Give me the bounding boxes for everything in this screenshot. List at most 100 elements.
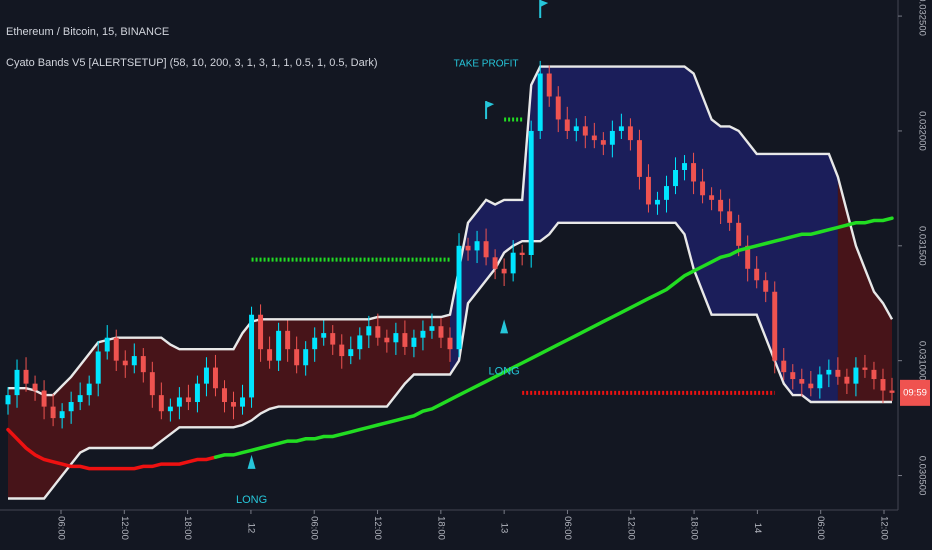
candle [438, 318, 444, 349]
candle-body [104, 337, 110, 352]
candle [447, 327, 453, 362]
candle-body [736, 222, 742, 246]
candle [862, 354, 868, 378]
candle-body [754, 268, 760, 281]
price-tick-label: 0.032000 [916, 111, 927, 151]
candle-body [537, 73, 543, 131]
candle [871, 361, 877, 390]
candle [808, 371, 814, 397]
candle-body [483, 241, 489, 258]
candle [645, 164, 651, 213]
candle-body [745, 245, 751, 269]
candle-body [627, 126, 633, 141]
candle [835, 357, 841, 385]
time-tick-label: 18:00 [435, 516, 446, 540]
candle-body [411, 337, 417, 347]
candle [636, 129, 642, 190]
candle [609, 120, 615, 158]
candle [817, 366, 823, 399]
price-tick-label: 0.031500 [916, 226, 927, 266]
candle [627, 118, 633, 151]
candle-body [32, 383, 38, 391]
candle-body [853, 367, 859, 384]
candle-body [95, 351, 101, 384]
candle [258, 304, 264, 362]
candle [366, 315, 372, 349]
candle-body [122, 360, 128, 366]
candle-body [763, 280, 769, 292]
candle-body [501, 268, 507, 274]
long-arrow-icon [247, 454, 256, 469]
candle [167, 398, 173, 422]
candle-body [23, 369, 29, 384]
candle [194, 375, 200, 413]
candle-body [718, 199, 724, 212]
candle [673, 157, 678, 195]
candle-body [781, 360, 787, 373]
current-price-badge [900, 379, 930, 406]
candle [600, 132, 606, 156]
band-fill-bull [450, 66, 838, 402]
candle [158, 382, 164, 420]
candle-body [402, 333, 408, 347]
time-tick-label: 06:00 [815, 516, 826, 540]
time-tick-label: 06:00 [309, 516, 320, 540]
long-label: LONG [236, 494, 267, 506]
candle [709, 187, 715, 211]
candle [474, 230, 480, 264]
candle-body [673, 170, 678, 187]
candle [718, 189, 724, 224]
candle [880, 368, 886, 404]
lower-band-line [8, 221, 892, 500]
candle-body [871, 369, 877, 380]
candle [618, 113, 624, 139]
candle-body [77, 395, 83, 403]
candle [339, 334, 345, 369]
candle-body [375, 326, 381, 338]
candle-body [880, 379, 886, 391]
candle-body [844, 376, 850, 384]
candle [682, 155, 688, 181]
candle-body [438, 326, 444, 338]
candle-body [113, 337, 119, 361]
candle [528, 120, 534, 268]
candle [14, 359, 20, 408]
candle [312, 327, 318, 362]
candle [483, 228, 489, 266]
candle [790, 364, 796, 390]
candle-body [645, 176, 651, 205]
candle [185, 384, 191, 411]
time-axis-bg [0, 510, 932, 550]
candle-body [447, 337, 453, 350]
take-profit-flag-icon [485, 101, 495, 120]
candle-body [384, 337, 390, 343]
candle-body [312, 337, 318, 350]
candle-body [249, 314, 255, 398]
candle [573, 118, 579, 142]
candle-body [393, 333, 399, 343]
candle [384, 329, 390, 353]
candle-body [222, 388, 227, 403]
candle [113, 329, 119, 372]
candle [745, 235, 751, 282]
time-tick-label: 06:00 [55, 516, 66, 540]
candle [95, 341, 101, 397]
candle-body [835, 369, 841, 377]
candle-body [321, 333, 327, 338]
candle [222, 380, 227, 413]
candle-body [573, 126, 579, 131]
candle-body [429, 326, 435, 331]
candle [555, 86, 561, 133]
candle-body [474, 241, 480, 251]
candle-body [817, 374, 823, 389]
candle [700, 168, 706, 204]
candle [357, 327, 363, 360]
time-tick-label: 14 [752, 523, 763, 534]
candle [763, 272, 769, 303]
time-tick-label: 18:00 [689, 516, 700, 540]
candle-body [158, 395, 164, 412]
candle-body [41, 390, 47, 407]
candle-body [456, 245, 462, 350]
